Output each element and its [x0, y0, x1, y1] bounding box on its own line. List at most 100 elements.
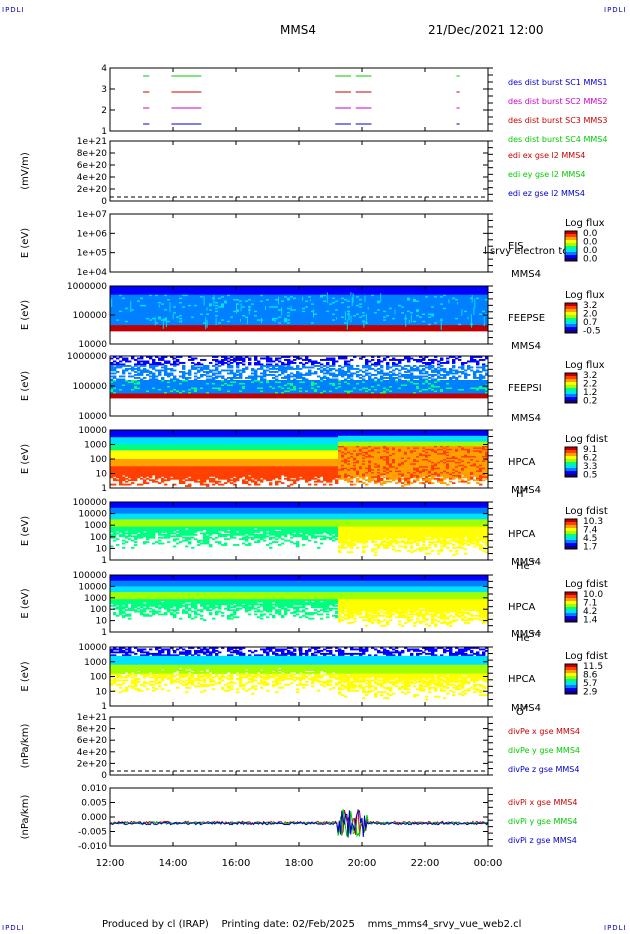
spectrogram-cell — [134, 397, 137, 399]
spectrogram-cell — [128, 368, 131, 370]
spectrogram-cell — [437, 330, 440, 332]
spectrogram-cell — [122, 330, 125, 332]
spectrogram-cell — [410, 330, 413, 332]
spectrogram-cell — [113, 361, 116, 363]
spectrogram-cell — [152, 397, 155, 399]
spectrogram-cell — [368, 330, 371, 332]
y-axis-label: E (eV) — [20, 300, 31, 330]
spectrogram-cell — [227, 370, 230, 372]
spectrogram-cell — [164, 374, 167, 376]
spectrogram-cell — [335, 330, 338, 332]
spectrogram-cell — [371, 330, 374, 332]
spectrogram-cell — [173, 370, 176, 372]
spectrogram-cell — [140, 365, 143, 367]
spectrogram-cell — [230, 359, 233, 361]
spectrogram-cell — [347, 330, 350, 332]
spectrogram-cell — [143, 397, 146, 399]
spectrogram-cell — [275, 330, 278, 332]
spectrogram-cell — [158, 374, 161, 376]
spectrogram-cell — [179, 376, 182, 378]
spectrogram-cell — [383, 330, 386, 332]
colorbar-segment — [565, 309, 577, 312]
spectrogram-cell — [194, 358, 197, 360]
spectrogram-cell — [167, 376, 170, 378]
spectrogram-cell — [206, 330, 209, 332]
spectrogram-cell — [233, 361, 236, 363]
spectrogram-cell — [128, 373, 131, 375]
colorbar-tick-label: 0.0 — [583, 255, 598, 265]
spectrogram-cell — [158, 364, 161, 366]
spectrogram-cell — [353, 330, 356, 332]
spectrogram-cell — [233, 330, 236, 332]
spectrogram-cell — [185, 330, 188, 332]
spectrogram-cell — [110, 373, 113, 375]
spectrogram-cell — [110, 370, 113, 372]
spectrogram-cell — [431, 330, 434, 332]
spectrogram-cell — [149, 330, 152, 332]
spectrogram-cell — [119, 376, 122, 378]
spectrogram-cell — [254, 330, 257, 332]
spectrogram-cell — [128, 361, 131, 363]
spectrogram-cell — [218, 376, 221, 378]
colorbar-segment — [565, 234, 577, 237]
spectrogram-cell — [128, 330, 131, 332]
spectrogram-cell — [332, 330, 335, 332]
spectrogram-cell — [203, 371, 206, 373]
spectrogram-cell — [134, 365, 137, 367]
spectrogram-cell — [170, 364, 173, 366]
spectrogram-cell — [317, 330, 320, 332]
overlay-label: l srvy electron to — [484, 246, 568, 257]
spectrogram-cell — [209, 397, 212, 399]
spectrogram-cell — [230, 367, 233, 369]
spectrogram-cell — [131, 358, 134, 360]
spectrogram-cell — [200, 359, 203, 361]
spectrogram-cell — [221, 364, 224, 366]
spectrogram-cell — [224, 370, 227, 372]
spectrogram-cell — [224, 362, 227, 364]
spectrogram-cell — [155, 330, 158, 332]
spectrogram-cell — [320, 330, 323, 332]
y-tick-label: 3 — [101, 85, 107, 95]
spectrogram-cell — [137, 330, 140, 332]
spectrogram-cell — [140, 330, 143, 332]
spectrogram-cell — [155, 370, 158, 372]
legend-entry: des dist burst SC3 MMS3 — [508, 116, 607, 125]
spectrogram-cell — [482, 330, 485, 332]
colorbar-segment — [565, 324, 577, 327]
spectrogram-cell — [194, 364, 197, 366]
legend-entry: edi ey gse l2 MMS4 — [508, 170, 586, 179]
y-tick-label: 1e+07 — [77, 210, 107, 220]
spectrogram-cell — [143, 371, 146, 373]
spectrogram-cell — [170, 374, 173, 376]
spectrogram-cell — [230, 330, 233, 332]
spectrogram-cell — [167, 368, 170, 370]
y-axis-label: (mV/m) — [20, 152, 31, 190]
spectrogram-cell — [398, 330, 401, 332]
spectrogram-cell — [356, 330, 359, 332]
spectrogram-cell — [299, 330, 302, 332]
spectrogram-cell — [116, 397, 119, 399]
spectrogram-cell — [113, 377, 116, 379]
spectrogram-cell — [209, 362, 212, 364]
spectrogram-cell — [176, 361, 179, 363]
spectrogram-cell — [206, 376, 209, 378]
spectrogram-cell — [125, 330, 128, 332]
spacecraft-label: MMS4 — [511, 341, 541, 352]
spectrogram-cell — [425, 330, 428, 332]
spectrogram-cell — [221, 397, 224, 399]
spectrogram-cell — [446, 330, 449, 332]
spectrogram-cell — [179, 362, 182, 364]
spectrogram-cell — [203, 374, 206, 376]
spectrogram-cell — [359, 330, 362, 332]
spectrogram-cell — [215, 373, 218, 375]
spectrogram-cell — [272, 330, 275, 332]
y-tick-label: 1000000 — [67, 282, 107, 292]
spectrogram-cell — [161, 359, 164, 361]
spectrogram-cell — [416, 330, 419, 332]
spectrogram-cell — [119, 397, 122, 399]
spectrogram-cell — [167, 397, 170, 399]
y-tick-label: 4e+20 — [77, 173, 108, 183]
